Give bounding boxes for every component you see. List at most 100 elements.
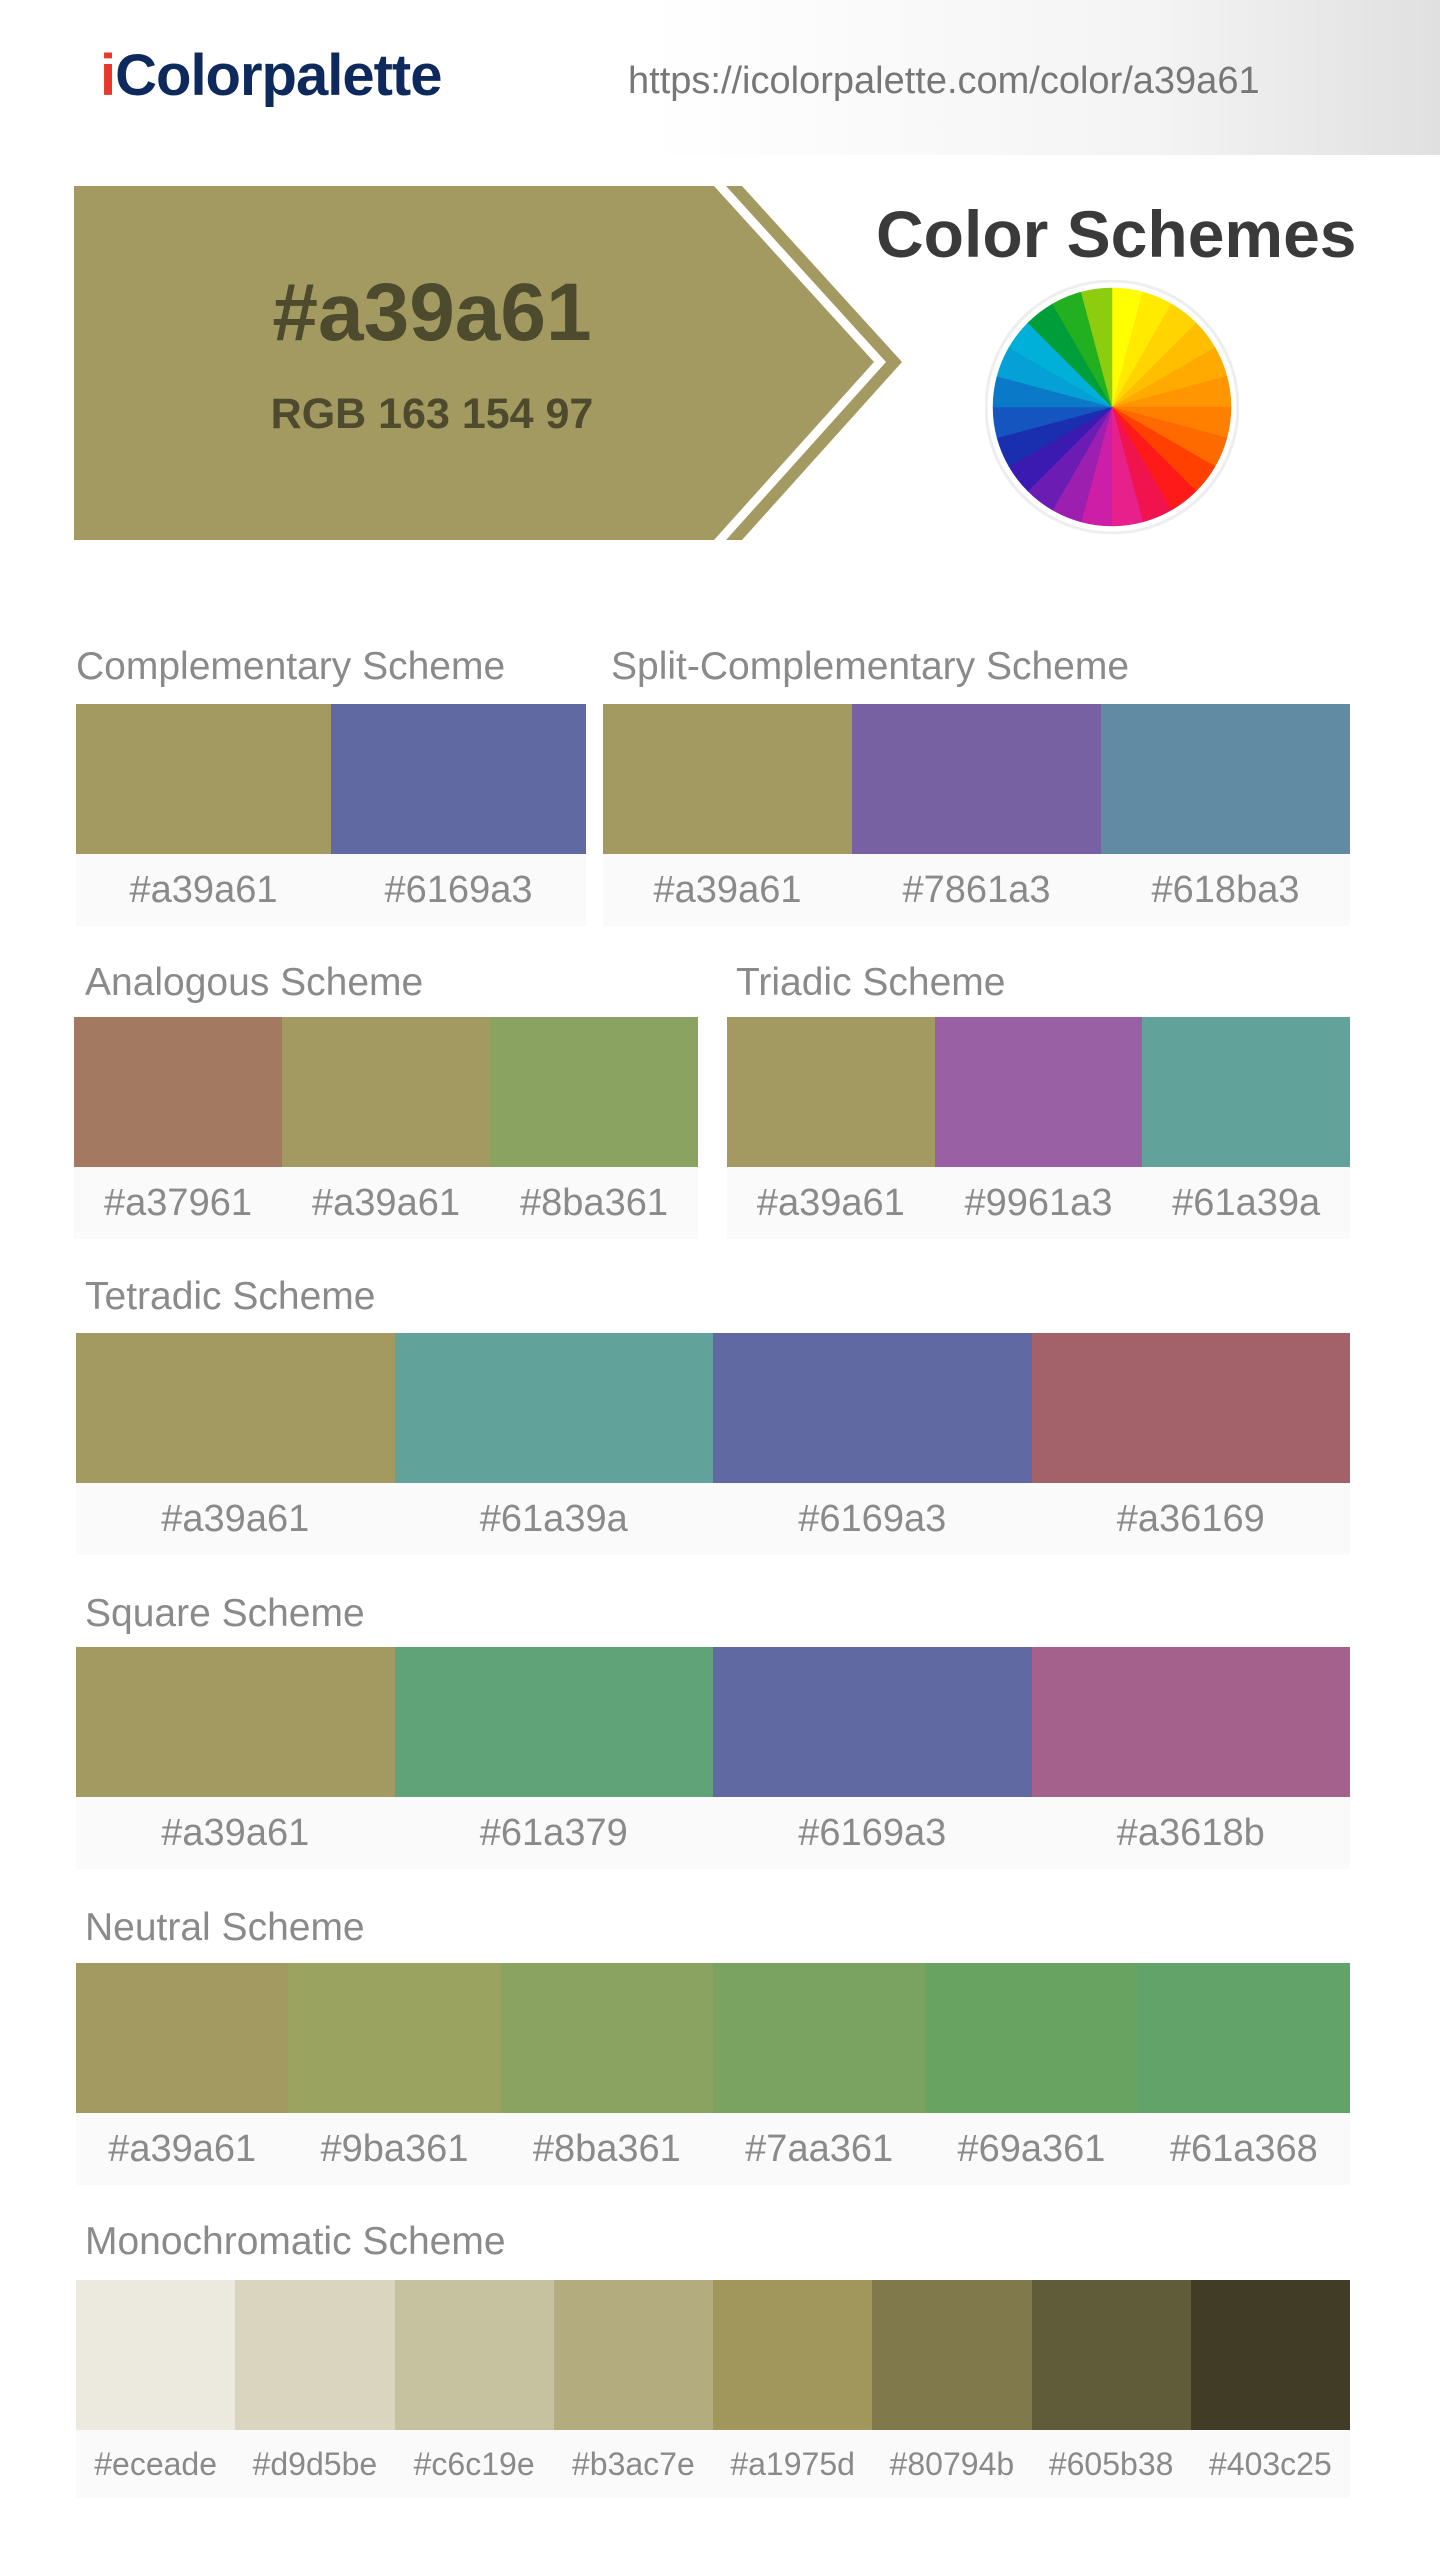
color-hex-label[interactable]: #6169a3 — [713, 1483, 1032, 1555]
neutral-swatch[interactable]: #8ba361 — [500, 1963, 713, 2185]
color-hex-label[interactable]: #61a39a — [394, 1483, 713, 1555]
color-block[interactable] — [394, 1333, 713, 1483]
tetradic-swatch[interactable]: #a39a61 — [76, 1333, 395, 1555]
color-hex-label[interactable]: #a39a61 — [76, 1483, 395, 1555]
neutral-swatch[interactable]: #a39a61 — [76, 1963, 289, 2185]
color-block[interactable] — [934, 1017, 1143, 1167]
color-hex-label[interactable]: #9961a3 — [934, 1167, 1143, 1239]
analogous-swatch[interactable]: #a39a61 — [282, 1017, 490, 1239]
tetradic-swatch[interactable]: #61a39a — [394, 1333, 713, 1555]
color-hex-label[interactable]: #6169a3 — [331, 854, 586, 926]
color-hex-label[interactable]: #a39a61 — [76, 1797, 395, 1869]
split-complementary-swatch[interactable]: #618ba3 — [1101, 704, 1350, 926]
color-block[interactable] — [76, 704, 331, 854]
triadic-swatch[interactable]: #a39a61 — [727, 1017, 935, 1239]
color-block[interactable] — [394, 2280, 554, 2430]
color-hex-label[interactable]: #6169a3 — [713, 1797, 1032, 1869]
split-complementary-swatch[interactable]: #7861a3 — [852, 704, 1101, 926]
triadic-swatch[interactable]: #61a39a — [1142, 1017, 1350, 1239]
color-hex-label[interactable]: #403c25 — [1190, 2430, 1350, 2498]
color-hex-label[interactable]: #61a39a — [1142, 1167, 1350, 1239]
page-url[interactable]: https://icolorpalette.com/color/a39a61 — [628, 60, 1260, 102]
color-block[interactable] — [76, 2280, 236, 2430]
color-hex-label[interactable]: #eceade — [76, 2430, 236, 2498]
monochromatic-swatch[interactable]: #b3ac7e — [553, 2280, 713, 2498]
color-hex-label[interactable]: #a39a61 — [76, 2113, 289, 2185]
color-block[interactable] — [394, 1647, 713, 1797]
color-hex-label[interactable]: #69a361 — [925, 2113, 1138, 2185]
color-block[interactable] — [872, 2280, 1032, 2430]
monochromatic-swatch[interactable]: #eceade — [76, 2280, 236, 2498]
color-hex-label[interactable]: #c6c19e — [394, 2430, 554, 2498]
color-hex-label[interactable]: #7aa361 — [712, 2113, 926, 2185]
color-block[interactable] — [282, 1017, 490, 1167]
neutral-swatch[interactable]: #7aa361 — [712, 1963, 926, 2185]
color-hex-label[interactable]: #61a368 — [1137, 2113, 1350, 2185]
color-hex-label[interactable]: #605b38 — [1031, 2430, 1191, 2498]
triadic-swatch[interactable]: #9961a3 — [934, 1017, 1143, 1239]
color-block[interactable] — [925, 1963, 1138, 2113]
color-hex-label[interactable]: #a37961 — [74, 1167, 282, 1239]
color-hex-label[interactable]: #a1975d — [713, 2430, 873, 2498]
neutral-swatch[interactable]: #9ba361 — [288, 1963, 501, 2185]
color-block[interactable] — [727, 1017, 935, 1167]
color-block[interactable] — [490, 1017, 698, 1167]
monochromatic-swatch[interactable]: #80794b — [872, 2280, 1032, 2498]
color-block[interactable] — [235, 2280, 395, 2430]
monochromatic-swatch[interactable]: #d9d5be — [235, 2280, 395, 2498]
split-complementary-swatch[interactable]: #a39a61 — [603, 704, 852, 926]
color-hex-label[interactable]: #9ba361 — [288, 2113, 501, 2185]
color-hex-label[interactable]: #61a379 — [394, 1797, 713, 1869]
color-block[interactable] — [852, 704, 1101, 854]
color-block[interactable] — [1137, 1963, 1350, 2113]
color-hex-label[interactable]: #a39a61 — [282, 1167, 490, 1239]
site-logo[interactable]: iColorpalette — [100, 40, 443, 112]
color-block[interactable] — [76, 1333, 395, 1483]
complementary-swatch[interactable]: #6169a3 — [331, 704, 586, 926]
color-block[interactable] — [603, 704, 852, 854]
color-block[interactable] — [331, 704, 586, 854]
tetradic-swatch[interactable]: #6169a3 — [713, 1333, 1032, 1555]
monochromatic-swatch[interactable]: #605b38 — [1031, 2280, 1191, 2498]
square-swatch[interactable]: #a3618b — [1031, 1647, 1350, 1869]
color-block[interactable] — [1031, 2280, 1191, 2430]
color-block[interactable] — [1031, 1333, 1350, 1483]
color-block[interactable] — [1031, 1647, 1350, 1797]
color-hex-label[interactable]: #80794b — [872, 2430, 1032, 2498]
color-hex-label[interactable]: #618ba3 — [1101, 854, 1350, 926]
square-swatch[interactable]: #61a379 — [394, 1647, 713, 1869]
color-block[interactable] — [1142, 1017, 1350, 1167]
color-block[interactable] — [1101, 704, 1350, 854]
color-hex-label[interactable]: #a39a61 — [603, 854, 852, 926]
color-block[interactable] — [553, 2280, 713, 2430]
color-block[interactable] — [500, 1963, 713, 2113]
analogous-swatch[interactable]: #8ba361 — [490, 1017, 698, 1239]
color-block[interactable] — [288, 1963, 501, 2113]
color-hex-label[interactable]: #a36169 — [1031, 1483, 1350, 1555]
neutral-swatch[interactable]: #61a368 — [1137, 1963, 1350, 2185]
color-block[interactable] — [713, 2280, 873, 2430]
analogous-swatch[interactable]: #a37961 — [74, 1017, 282, 1239]
color-hex-label[interactable]: #7861a3 — [852, 854, 1101, 926]
color-block[interactable] — [76, 1647, 395, 1797]
neutral-swatch[interactable]: #69a361 — [925, 1963, 1138, 2185]
square-swatch[interactable]: #a39a61 — [76, 1647, 395, 1869]
color-hex-label[interactable]: #b3ac7e — [553, 2430, 713, 2498]
complementary-swatch[interactable]: #a39a61 — [76, 704, 331, 926]
color-block[interactable] — [713, 1333, 1032, 1483]
color-hex-label[interactable]: #a39a61 — [76, 854, 331, 926]
color-hex-label[interactable]: #a3618b — [1031, 1797, 1350, 1869]
color-block[interactable] — [76, 1963, 289, 2113]
monochromatic-swatch[interactable]: #c6c19e — [394, 2280, 554, 2498]
monochromatic-swatch[interactable]: #403c25 — [1190, 2280, 1350, 2498]
color-block[interactable] — [1190, 2280, 1350, 2430]
square-swatch[interactable]: #6169a3 — [713, 1647, 1032, 1869]
color-hex-label[interactable]: #8ba361 — [500, 2113, 713, 2185]
tetradic-swatch[interactable]: #a36169 — [1031, 1333, 1350, 1555]
color-hex-label[interactable]: #d9d5be — [235, 2430, 395, 2498]
color-hex-label[interactable]: #8ba361 — [490, 1167, 698, 1239]
color-block[interactable] — [712, 1963, 926, 2113]
monochromatic-swatch[interactable]: #a1975d — [713, 2280, 873, 2498]
color-block[interactable] — [713, 1647, 1032, 1797]
color-block[interactable] — [74, 1017, 282, 1167]
